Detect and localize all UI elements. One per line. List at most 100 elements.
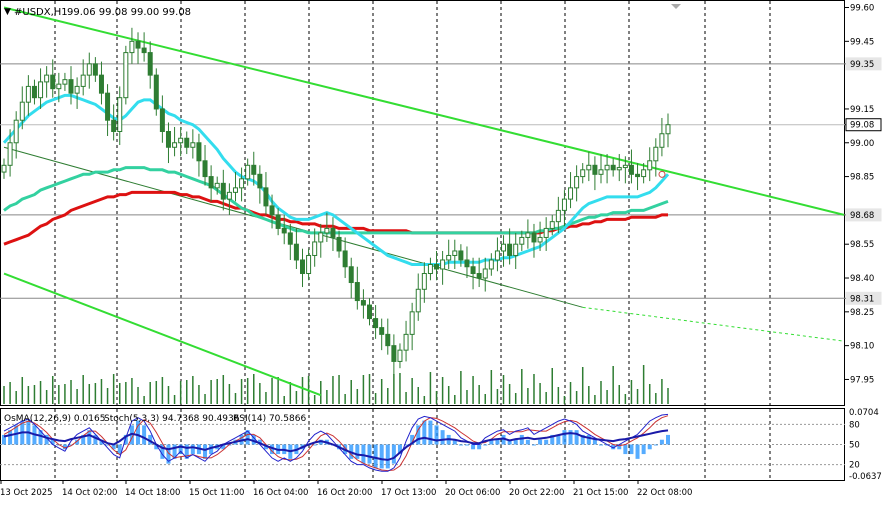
price-tick-label: 99.35 (850, 60, 874, 70)
osma-bar (209, 444, 214, 455)
candle-body (214, 182, 220, 189)
candle-body (287, 232, 293, 245)
candle-body (507, 243, 513, 256)
candle-body (324, 227, 330, 234)
osma-bar (416, 425, 421, 445)
shift-marker-icon[interactable] (671, 4, 681, 9)
price-label-box (845, 208, 882, 222)
osma-bar (611, 444, 616, 450)
candle-body (117, 97, 123, 132)
candle-body (610, 164, 616, 171)
candle-body (25, 85, 31, 103)
osma-bar (87, 430, 92, 445)
osma-bar (136, 420, 141, 445)
osma-bar (14, 425, 19, 445)
time-tick-label: 20 Oct 22:00 (509, 488, 564, 498)
osma-bar (598, 444, 603, 446)
oscillator-axis: 0.0704 80 50 20-0.0637 (849, 408, 882, 482)
osma-bar (629, 444, 634, 455)
alert-marker (658, 170, 666, 178)
osma-bar (568, 430, 573, 445)
osma-bar (452, 439, 457, 445)
osma-bar (154, 444, 159, 450)
osma-bar (477, 444, 482, 450)
ma-fast-line (2, 93, 670, 266)
candle-body (659, 133, 665, 148)
candle-body (153, 74, 159, 110)
price-axis: 99.60 99.45 99.35 99.15 99.08 99.00 98.85 98.68… (845, 4, 882, 385)
osma-bar (312, 444, 317, 446)
candle-body (165, 130, 171, 148)
price-tick-label: 98.40 (850, 274, 874, 284)
osma-bar (148, 434, 153, 445)
osma-bar (184, 444, 189, 459)
candle-body (226, 191, 232, 200)
osma-label: OsMA(12,26,9) 0.0165 (4, 414, 105, 424)
osma-bar (38, 430, 43, 445)
osma-bar (531, 444, 536, 446)
osma-bar (635, 444, 640, 459)
candle-body (251, 164, 257, 175)
osma-bar (501, 434, 506, 445)
candle-body (440, 259, 446, 270)
candle-body (318, 232, 324, 243)
osma-bar (355, 444, 360, 459)
candle-body (86, 63, 92, 76)
osc-axis-label: 20 (849, 461, 860, 471)
osma-bar (270, 444, 275, 455)
candle-body (641, 169, 647, 178)
price-label-box (845, 118, 882, 132)
candle-body (105, 92, 111, 121)
candle-body (245, 164, 251, 180)
candle-body (299, 259, 305, 275)
osma-bar (111, 444, 116, 450)
osma-bar (464, 444, 469, 446)
osma-bar (123, 434, 128, 445)
osma-bar (160, 444, 165, 459)
osma-bar (251, 434, 256, 445)
osma-bar (105, 444, 110, 446)
osma-bar (519, 434, 524, 445)
osma-bar (367, 444, 372, 464)
price-tick-label: 97.95 (850, 375, 874, 385)
candle-body (501, 243, 507, 252)
rsi-line (3, 429, 669, 461)
osc-axis-label: -0.0637 (849, 472, 882, 482)
candle-body (385, 333, 391, 347)
header-arrow-icon[interactable]: ▼ (4, 7, 11, 17)
osma-bar (544, 439, 549, 445)
osma-bar (483, 444, 488, 446)
osma-bar (81, 434, 86, 445)
candle-body (281, 227, 287, 234)
osma-bar (391, 444, 396, 464)
osc-axis-label: 50 (849, 441, 860, 451)
candle-body (190, 142, 196, 148)
osma-bar (580, 434, 585, 445)
channel-mid-line (3, 146, 583, 308)
oscillator-panel-content (0, 413, 845, 472)
time-axis: 13 Oct 2025 14 Oct 02:00 14 Oct 18:00 15 Oc… (0, 480, 692, 498)
osma-bar (666, 434, 670, 445)
candle-body (68, 79, 74, 94)
time-tick-label: 14 Oct 18:00 (125, 488, 180, 498)
candle-body (239, 178, 245, 189)
candle-body (568, 187, 574, 200)
candle-body (446, 254, 452, 261)
candle-body (397, 349, 403, 362)
candle-body (616, 167, 622, 171)
osma-bar (178, 444, 183, 455)
volume-bars (3, 365, 669, 404)
candle-body (379, 327, 385, 335)
osma-bar (513, 439, 518, 445)
candle-body (74, 85, 80, 94)
candle-body (31, 85, 37, 99)
price-tick-label: 98.25 (850, 308, 874, 318)
osma-bar (434, 425, 439, 445)
time-tick-label: 14 Oct 02:00 (62, 488, 117, 498)
osma-bar (257, 439, 262, 445)
price-tick-label: 98.68 (850, 211, 874, 221)
candle-body (452, 250, 458, 256)
candle-body (647, 160, 653, 171)
osma-bar (440, 430, 445, 445)
